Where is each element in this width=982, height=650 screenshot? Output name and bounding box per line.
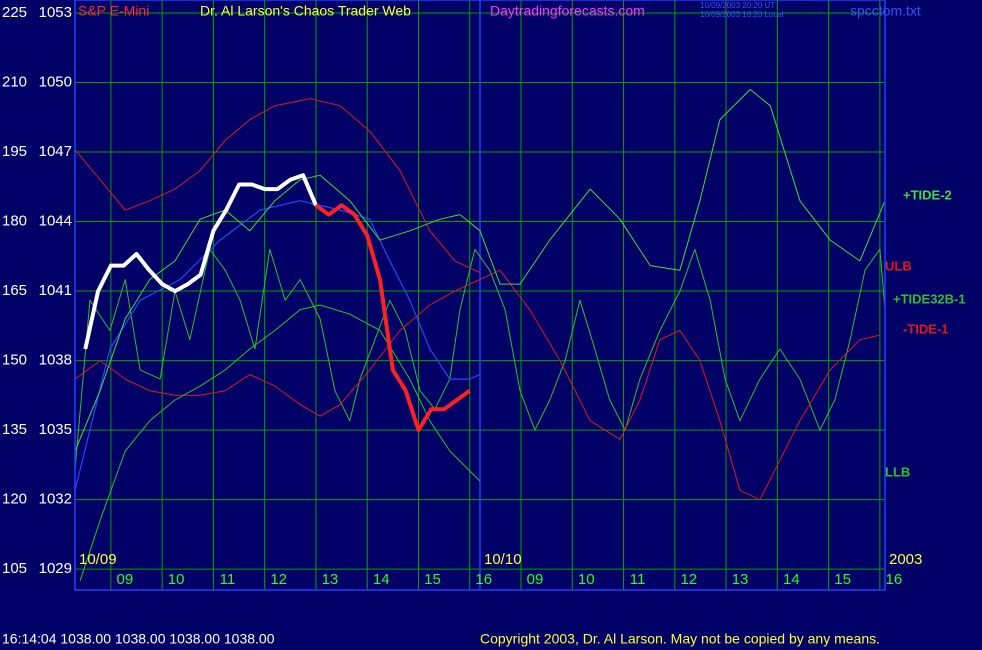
date-label: 10/09 [79, 551, 117, 568]
y-tick-label: 1032 [39, 491, 72, 508]
date-label: 10/10 [484, 551, 522, 568]
timestamp: 10/09/2003 16:20 Local [700, 10, 784, 19]
x-tick-label: 14 [783, 571, 800, 588]
x-tick-label: 10 [168, 571, 185, 588]
series-label: +TIDE32B-1 [893, 291, 966, 306]
series-line [74, 269, 881, 501]
plot-frame [74, 0, 886, 591]
y-tick-label: 1047 [39, 143, 72, 160]
series-line [74, 200, 481, 491]
x-tick-label: 15 [834, 571, 851, 588]
x-tick-label: 10 [578, 571, 595, 588]
site: Daytradingforecasts.com [490, 3, 645, 19]
y-tick-label: 1041 [39, 282, 72, 299]
x-tick-label: 12 [680, 571, 697, 588]
y-tick-label: 1038 [39, 352, 72, 369]
y-tick-label: 1035 [39, 421, 72, 438]
title: Dr. Al Larson's Chaos Trader Web [200, 3, 411, 19]
copyright: Copyright 2003, Dr. Al Larson. May not b… [480, 631, 880, 647]
x-tick-label: 11 [220, 571, 236, 588]
date-label: 2003 [889, 551, 922, 568]
y2-tick-label: 105 [2, 560, 27, 577]
timestamp: 10/09/2003 20:20 UT [700, 1, 775, 10]
series-label: -TIDE-1 [903, 321, 949, 336]
grid [75, 0, 885, 590]
series-label: ULB [885, 258, 912, 273]
x-tick-label: 14 [373, 571, 390, 588]
y2-tick-label: 195 [2, 143, 27, 160]
x-tick-label: 15 [424, 571, 441, 588]
series-line [79, 304, 481, 581]
x-tick-label: 09 [117, 571, 134, 588]
y2-tick-label: 225 [2, 4, 27, 21]
series-line [83, 173, 318, 350]
y-tick-label: 1053 [39, 4, 72, 21]
y2-tick-label: 165 [2, 282, 27, 299]
series-line [314, 203, 471, 433]
x-tick-label: 11 [630, 571, 646, 588]
series-lines [74, 89, 886, 581]
quote: 16:14:04 1038.00 1038.00 1038.00 1038.00 [2, 631, 275, 647]
y2-tick-label: 180 [2, 213, 27, 230]
y2-tick-label: 210 [2, 73, 27, 90]
series-line [74, 89, 886, 452]
y2-tick-label: 120 [2, 491, 27, 508]
x-tick-label: 09 [527, 571, 544, 588]
series-line [74, 98, 481, 273]
instrument: S&P E-Mini [78, 3, 149, 19]
file-name: spcctom.txt [850, 3, 921, 19]
x-tick-label: 12 [270, 571, 287, 588]
x-tick-label: 13 [322, 571, 339, 588]
series-label: +TIDE-2 [903, 187, 952, 202]
x-tick-label: 16 [475, 571, 492, 588]
y-tick-label: 1029 [39, 560, 72, 577]
x-tick-label: 16 [886, 571, 903, 588]
y-tick-label: 1050 [39, 73, 72, 90]
series-line [74, 248, 886, 470]
y2-tick-label: 150 [2, 352, 27, 369]
x-tick-label: 13 [732, 571, 749, 588]
y2-tick-label: 135 [2, 421, 27, 438]
y-tick-label: 1044 [39, 213, 72, 230]
series-label: LLB [885, 464, 910, 479]
